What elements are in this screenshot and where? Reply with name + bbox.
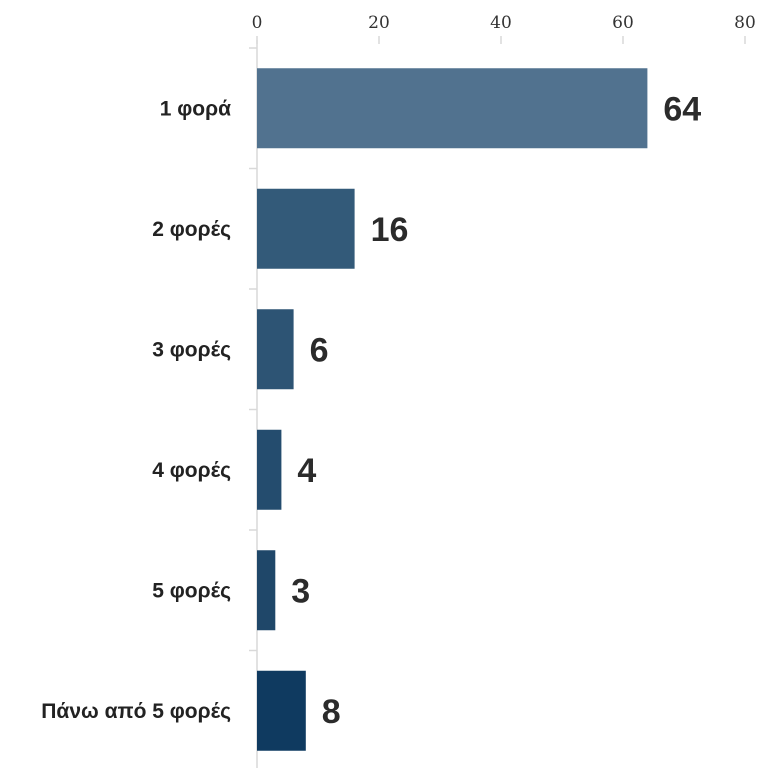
data-label: 8 xyxy=(322,693,341,731)
bar xyxy=(257,68,648,149)
bars xyxy=(257,68,648,751)
bar xyxy=(257,188,355,269)
category-label: 4 φορές xyxy=(152,459,231,482)
x-tick-label: 0 xyxy=(252,13,263,33)
category-label: 1 φορά xyxy=(160,97,231,120)
x-axis: 0 20 40 60 80 xyxy=(249,13,756,768)
bar xyxy=(257,309,294,390)
data-label: 64 xyxy=(663,90,701,128)
data-label: 6 xyxy=(310,331,329,369)
data-label: 3 xyxy=(291,572,310,610)
category-label: 2 φορές xyxy=(152,218,231,241)
bar xyxy=(257,429,282,510)
x-tick-label: 80 xyxy=(734,13,756,33)
x-tick-label: 20 xyxy=(368,13,390,33)
category-label: 5 φορές xyxy=(152,579,231,602)
category-label: Πάνω από 5 φορές xyxy=(41,700,231,723)
data-label: 16 xyxy=(371,211,409,249)
x-tick-label: 60 xyxy=(612,13,634,33)
data-label: 4 xyxy=(297,452,316,490)
category-labels: 1 φορά 2 φορές 3 φορές 4 φορές 5 φορές Πάνω α… xyxy=(41,97,231,723)
category-label: 3 φορές xyxy=(152,338,231,361)
bar xyxy=(257,670,306,751)
x-tick-label: 40 xyxy=(490,13,512,33)
bar xyxy=(257,550,276,631)
